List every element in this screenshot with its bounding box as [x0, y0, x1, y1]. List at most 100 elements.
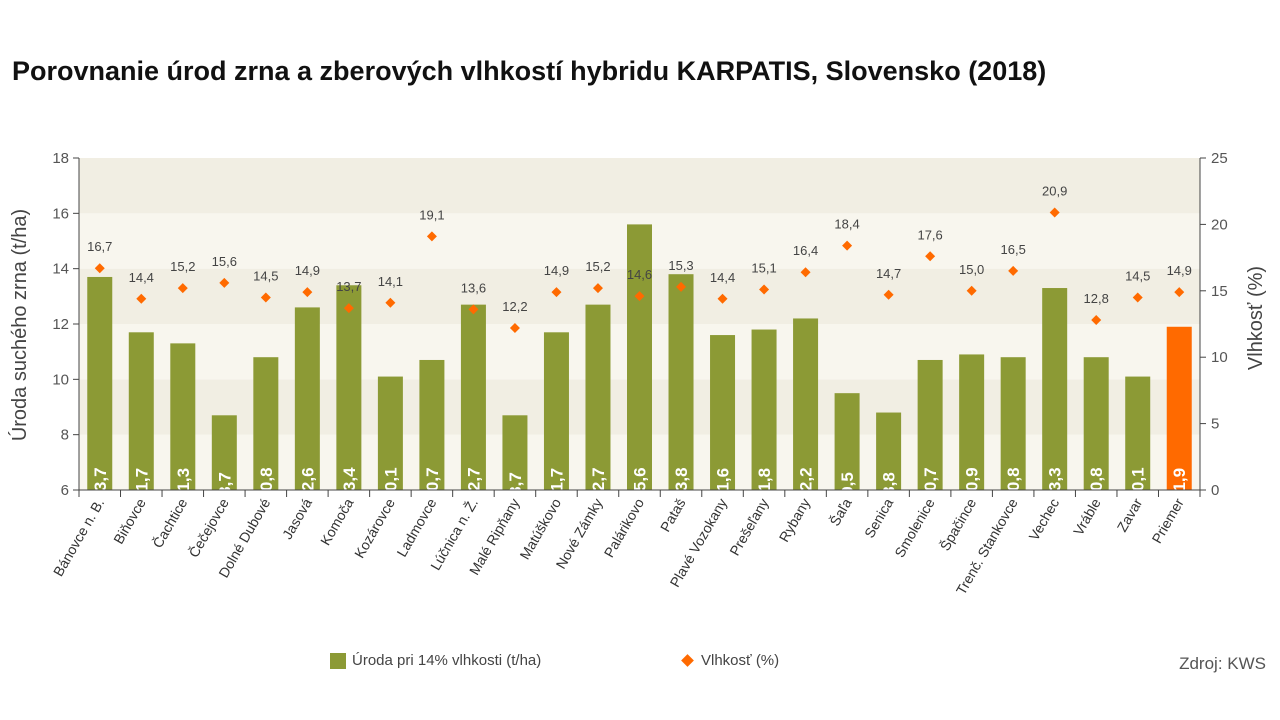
bar: [917, 359, 943, 490]
bar: [751, 329, 777, 490]
moisture-value-label: 14,1: [378, 274, 403, 289]
x-category-label: Zavar: [1114, 495, 1146, 534]
moisture-marker: [1008, 265, 1019, 276]
bar-value-label: 10,1: [1129, 467, 1148, 500]
x-category-label: Smolenice: [891, 495, 938, 560]
moisture-series: 16,7 14,4 15,2 15,6 14,5 14,9 13,7 14,1 19,1 13,6…: [87, 183, 1192, 333]
bar: [170, 343, 196, 490]
bar: [336, 285, 362, 490]
moisture-value-label: 14,7: [876, 266, 901, 281]
bar: [834, 393, 860, 490]
bar-value-label: 8,7: [215, 472, 234, 496]
bar-value-label: 11,9: [1170, 468, 1189, 500]
bar: [627, 224, 652, 490]
moisture-value-label: 14,4: [710, 270, 735, 285]
legend: Úroda pri 14% vlhkosti (t/ha) Vlhkosť (%…: [0, 652, 1280, 678]
bar: [460, 304, 486, 490]
bar: [1166, 326, 1192, 490]
legend-label-yield: Úroda pri 14% vlhkosti (t/ha): [352, 652, 542, 669]
bar-value-label: 8,7: [506, 472, 525, 496]
bar: [1125, 376, 1151, 490]
moisture-value-label: 20,9: [1042, 183, 1067, 198]
y-tick-label: 6: [61, 482, 69, 499]
moisture-marker: [676, 281, 687, 292]
moisture-value-label: 14,4: [129, 270, 154, 285]
moisture-value-label: 18,4: [834, 217, 859, 232]
x-category-label: Komoča: [317, 495, 357, 548]
moisture-value-label: 19,1: [419, 207, 444, 222]
legend-swatch-marker: [681, 654, 694, 667]
moisture-marker: [592, 283, 603, 294]
bar-value-label: 12,7: [464, 467, 483, 500]
legend-label-moisture: Vlhkosť (%): [701, 652, 780, 669]
bar: [959, 354, 985, 490]
moisture-marker: [94, 263, 105, 274]
moisture-value-label: 15,1: [751, 260, 776, 275]
bar-value-label: 15,6: [631, 467, 650, 500]
legend-item-moisture: Vlhkosť (%): [680, 652, 779, 669]
y-tick-label: 10: [52, 371, 69, 388]
moisture-marker: [883, 289, 894, 300]
moisture-marker: [1132, 292, 1143, 303]
bar-value-label: 13,4: [340, 467, 359, 501]
bar: [211, 415, 237, 490]
bar-value-label: 9,5: [838, 472, 857, 496]
bar: [253, 357, 279, 490]
bar-value-label: 13,7: [91, 467, 110, 500]
bar: [710, 335, 736, 490]
bar-value-label: 11,7: [547, 468, 566, 500]
x-category-label: Palárikovo: [601, 495, 648, 560]
moisture-marker: [343, 303, 354, 314]
x-category-label: Kozárovce: [351, 495, 398, 560]
bar: [377, 376, 403, 490]
moisture-marker: [551, 287, 562, 298]
moisture-marker: [468, 304, 479, 315]
moisture-value-label: 15,0: [959, 262, 984, 277]
moisture-marker: [177, 283, 188, 294]
moisture-value-label: 14,5: [1125, 268, 1150, 283]
moisture-marker: [426, 231, 437, 242]
moisture-value-label: 17,6: [917, 227, 942, 242]
bar: [294, 307, 320, 490]
x-category-label: Čečejovce: [185, 495, 232, 560]
x-category-label: Pataš: [657, 496, 689, 535]
bar-value-label: 10,7: [423, 467, 442, 500]
moisture-marker: [1091, 315, 1102, 326]
bar: [87, 276, 113, 490]
x-category-label: Vráble: [1070, 495, 1104, 538]
legend-swatch-bar: [330, 652, 346, 669]
moisture-marker: [634, 291, 645, 302]
x-category-label: Špačince: [937, 495, 980, 553]
x-category-label: Vechec: [1025, 496, 1062, 544]
moisture-value-label: 12,8: [1084, 291, 1109, 306]
x-category-label: Čachtice: [149, 495, 190, 550]
moisture-value-label: 15,2: [170, 259, 195, 274]
y-tick-label: 14: [52, 261, 69, 278]
y-axis-title: Úroda suchého zrna (t/ha): [8, 209, 31, 441]
bar-value-label: 13,3: [1046, 467, 1065, 500]
chart-title: Porovnanie úrod zrna a zberových vlhkost…: [12, 56, 1047, 86]
bar-value-label: 12,6: [298, 467, 317, 500]
bar-value-label: 10,9: [963, 467, 982, 500]
y2-tick-label: 25: [1211, 150, 1228, 167]
y2-tick-label: 15: [1211, 283, 1228, 300]
moisture-marker: [842, 240, 853, 251]
moisture-value-label: 12,2: [502, 299, 527, 314]
moisture-marker: [759, 284, 770, 295]
bar: [1042, 288, 1068, 490]
moisture-value-label: 13,6: [461, 280, 486, 295]
moisture-value-label: 14,5: [253, 268, 278, 283]
bar: [543, 332, 569, 490]
bar-value-label: 12,2: [797, 467, 816, 500]
bar-value-label: 13,8: [672, 467, 691, 500]
x-category-label: Biňovce: [110, 495, 149, 546]
moisture-marker: [302, 287, 313, 298]
y2-tick-label: 10: [1211, 349, 1228, 366]
y-tick-label: 18: [52, 150, 69, 167]
moisture-value-label: 16,7: [87, 239, 112, 254]
bar: [1083, 357, 1109, 490]
y2-tick-label: 0: [1211, 482, 1219, 499]
x-category-label: Bánovce n. B.: [50, 496, 107, 579]
x-category-label: Jasová: [279, 495, 315, 542]
moisture-marker: [1049, 207, 1060, 218]
